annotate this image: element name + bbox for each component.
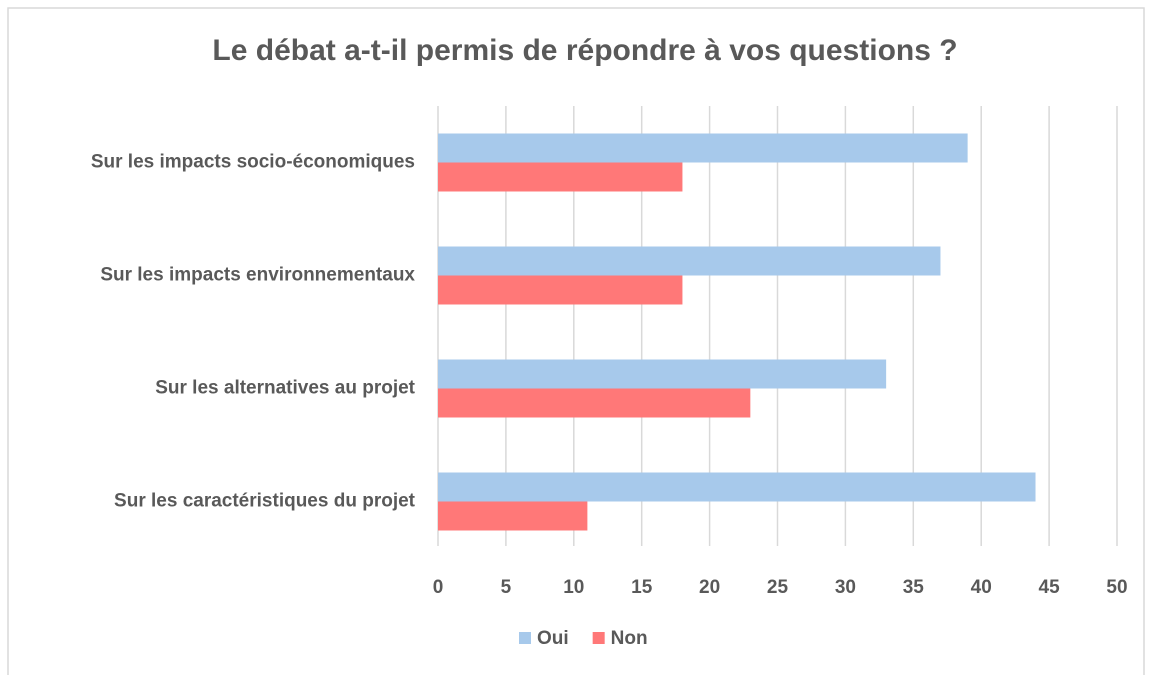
bar (438, 472, 1036, 502)
bar (438, 388, 751, 418)
x-tick-label: 10 (563, 577, 584, 598)
bar (438, 359, 887, 389)
y-tick-label: Sur les impacts socio-économiques (91, 152, 415, 173)
y-tick-label: Sur les caractéristiques du projet (114, 491, 416, 512)
x-tick-label: 50 (1106, 577, 1127, 598)
legend-label: Oui (537, 628, 569, 649)
legend-label: Non (611, 628, 648, 649)
chart-frame (7, 7, 1145, 675)
x-tick-label: 25 (767, 577, 789, 598)
bar (438, 501, 588, 531)
x-tick-label: 0 (433, 577, 444, 598)
bar (438, 133, 968, 163)
x-tick-label: 45 (1039, 577, 1061, 598)
x-tick-label: 5 (501, 577, 512, 598)
bar (438, 162, 683, 192)
x-tick-label: 20 (699, 577, 720, 598)
x-tick-label: 35 (903, 577, 925, 598)
bar (438, 246, 941, 276)
legend-swatch (519, 632, 531, 644)
y-tick-label: Sur les impacts environnementaux (100, 265, 415, 286)
chart-title: Le débat a-t-il permis de répondre à vos… (212, 34, 957, 67)
y-tick-label: Sur les alternatives au projet (155, 378, 415, 399)
x-tick-label: 30 (835, 577, 856, 598)
x-tick-label: 40 (971, 577, 992, 598)
x-tick-label: 15 (631, 577, 653, 598)
bar (438, 275, 683, 305)
legend-swatch (592, 632, 605, 644)
